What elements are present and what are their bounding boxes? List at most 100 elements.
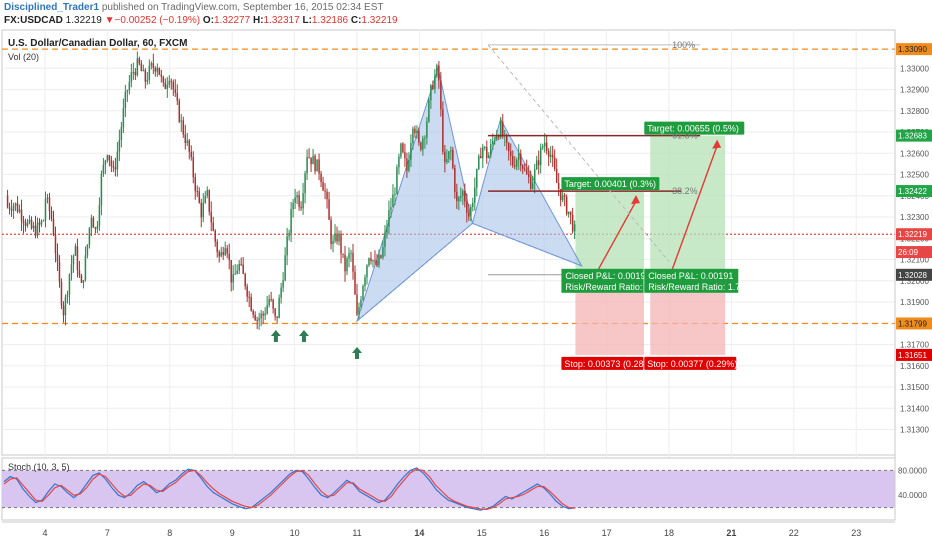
candle-body (326, 191, 328, 200)
candle-body (170, 80, 173, 82)
candle-body (456, 191, 458, 202)
stoch-tick-label: 40.0000 (898, 491, 927, 500)
low-label: L: (302, 15, 312, 26)
trade-arrow-head (712, 139, 722, 149)
close-label: C: (350, 15, 362, 26)
candle-body (404, 152, 406, 159)
published-text: published on TradingView.com, September … (101, 2, 384, 13)
candle-body (334, 233, 336, 241)
y-tick-label: 1.31900 (900, 298, 929, 307)
candle-body (551, 154, 554, 158)
candle-body (268, 299, 270, 306)
candle-body (214, 230, 216, 242)
candle-body (30, 219, 33, 229)
candle-body (150, 63, 153, 66)
candle-body (134, 71, 137, 76)
x-tick-label: 10 (290, 528, 300, 538)
candle-body (464, 191, 466, 202)
candle-body (254, 314, 256, 321)
candle-body (38, 222, 41, 225)
candle-body (332, 240, 334, 245)
pattern-leg (356, 222, 473, 322)
candle-body (565, 196, 568, 215)
candle-body (172, 81, 175, 90)
candle-body (472, 202, 474, 208)
x-tick-label: 4 (42, 528, 47, 538)
y-tick-label: 1.31400 (900, 404, 929, 413)
x-tick-label: 14 (414, 528, 424, 538)
candle-body (468, 212, 470, 217)
candle-body (58, 261, 61, 282)
candle-body (56, 253, 59, 262)
candle-body (76, 246, 79, 271)
author-link[interactable]: Disciplined_Trader1 (4, 2, 100, 13)
candle-body (34, 225, 37, 236)
x-tick-label: 21 (726, 528, 736, 538)
candle-body (444, 151, 446, 163)
candle-body (406, 158, 408, 171)
candle-body (98, 205, 101, 227)
candle-body (298, 195, 300, 207)
candle-body (480, 156, 482, 159)
candle-body (52, 218, 55, 235)
candle-body (567, 211, 570, 215)
high-label: H: (252, 15, 264, 26)
candle-body (166, 84, 169, 89)
x-tick-label: 8 (167, 528, 172, 538)
arrow-up-icon (352, 347, 362, 359)
candle-body (438, 65, 440, 81)
candle-body (328, 199, 330, 220)
candle-body (118, 139, 121, 152)
candle-body (527, 174, 530, 178)
candle-body (128, 81, 131, 91)
candle-body (162, 76, 165, 83)
candle-body (82, 280, 85, 283)
candle-body (144, 70, 147, 82)
candle-body (304, 173, 306, 194)
candle-body (126, 90, 129, 92)
candle-body (462, 191, 464, 197)
candle-body (541, 146, 544, 148)
candle-body (216, 241, 218, 253)
candle-body (236, 270, 238, 274)
candle-body (222, 252, 224, 256)
pattern-bcd (471, 117, 583, 267)
candle-body (539, 147, 542, 166)
candle-body (364, 277, 366, 287)
price-badge (896, 246, 932, 259)
candle-body (474, 187, 476, 203)
candle-body (146, 79, 149, 82)
fib-trend (487, 44, 670, 262)
open-label: O: (202, 15, 215, 26)
candle-body (6, 195, 9, 208)
candle-body (519, 153, 522, 166)
candle-body (50, 211, 53, 219)
stochastic-label: Stoch (10, 3, 5) (8, 462, 70, 472)
candle-body (555, 168, 558, 183)
candle-body (274, 308, 276, 317)
candle-body (200, 202, 202, 218)
trade-arrow (669, 145, 718, 276)
candle-body (543, 142, 546, 147)
candle-body (42, 220, 45, 222)
candle-body (108, 155, 111, 161)
candle-body (553, 157, 556, 169)
y-tick-label: 1.32000 (900, 277, 929, 286)
candle-body (454, 167, 456, 192)
target-label-text: Target: 0.00401 (0.3%) (564, 179, 656, 189)
candle-body (258, 318, 260, 321)
candle-body (476, 168, 478, 188)
candle-body (270, 299, 272, 301)
price-badge-text: 1.32683 (898, 132, 927, 141)
candle-body (426, 121, 428, 138)
candle-body (400, 143, 402, 157)
candle-body (492, 140, 494, 145)
candle-body (266, 305, 268, 314)
candle-body (288, 232, 290, 237)
candle-body (380, 255, 382, 258)
candle-body (515, 159, 518, 167)
candle-body (416, 131, 418, 134)
candle-body (484, 147, 486, 149)
candle-body (502, 121, 504, 136)
